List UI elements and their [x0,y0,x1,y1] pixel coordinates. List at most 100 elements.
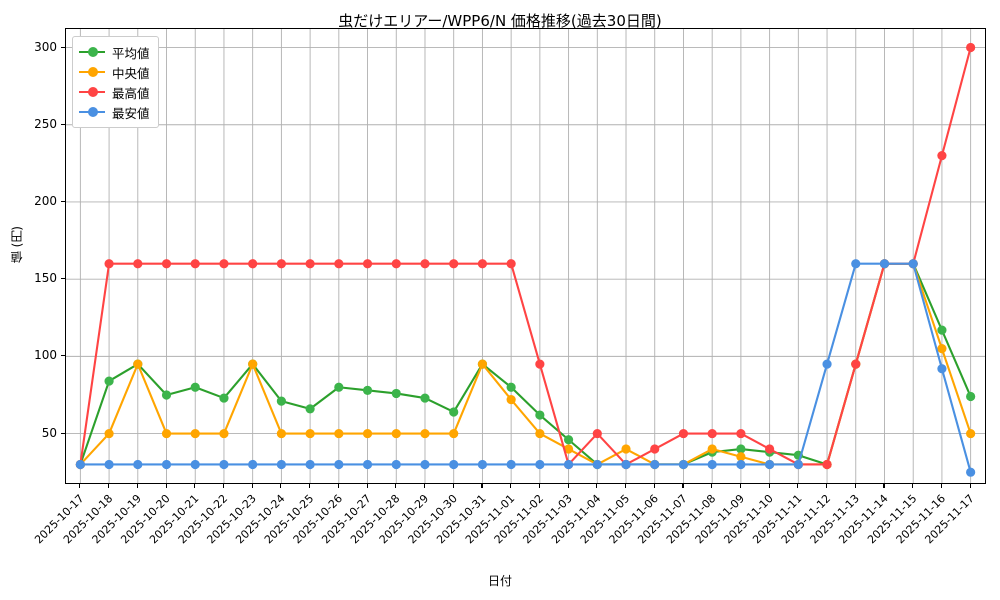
data-point [535,428,545,439]
series-3 [75,259,976,477]
legend[interactable]: 平均値中央値最高値最安値 [72,36,159,128]
y-tick-mark [61,355,65,357]
data-point [334,459,344,470]
data-point [276,396,286,406]
data-point [104,428,114,439]
data-point [248,459,258,470]
data-point [161,428,172,439]
data-point [563,444,574,454]
data-point [276,428,286,439]
y-axis-ticks: 50 100 150 200 250 300 [0,0,65,600]
y-tick-mark [61,200,65,203]
x-axis-label: 日付 [487,574,512,588]
data-point [75,459,85,470]
x-tick-mark [337,484,339,488]
data-point [133,459,143,470]
legend-label: 最高値 [112,85,150,101]
data-point [420,259,430,269]
data-point [966,391,976,402]
y-tick-label: 250 [34,116,57,131]
y-tick-label: 150 [34,271,57,286]
data-point [104,376,114,386]
data-point [563,459,574,470]
legend-item-1[interactable]: 中央値 [79,62,150,82]
data-point [391,428,401,439]
data-point [449,459,459,470]
data-point [937,151,947,161]
data-point [334,259,344,269]
y-tick-label: 200 [34,193,57,208]
data-point [248,259,258,269]
series-1 [75,259,976,470]
data-point [305,259,315,269]
x-tick-mark [366,484,368,488]
data-point [219,459,229,470]
data-point [707,444,717,454]
data-point [506,395,516,405]
data-point [937,364,947,374]
data-point [362,428,373,439]
legend-line-swatch [79,47,105,57]
legend-label: 平均値 [112,45,150,61]
x-tick-mark [165,484,167,488]
data-point [736,452,746,462]
data-point [477,259,488,269]
legend-marker-icon [88,67,98,77]
x-tick-mark [883,484,885,488]
x-tick-mark [653,484,655,488]
x-tick-mark [797,484,799,488]
data-point [592,428,602,439]
x-tick-mark [826,484,828,488]
data-point [133,359,143,369]
legend-item-2[interactable]: 最高値 [79,82,150,102]
legend-label: 最安値 [112,105,150,121]
legend-line-swatch [79,67,105,77]
data-point [535,410,545,420]
data-point [276,259,286,269]
x-tick-mark [596,484,598,488]
data-point [822,359,832,369]
data-point [449,259,459,269]
data-point [219,428,229,439]
data-point [736,428,746,439]
data-point [362,385,373,395]
x-tick-mark [739,484,741,488]
data-point [190,259,200,269]
data-point [391,388,401,399]
plot-area [65,28,986,484]
legend-label: 中央値 [112,65,150,81]
data-point [707,459,717,470]
data-point [621,444,631,454]
data-point [966,428,976,439]
data-point [420,459,430,470]
data-point [305,428,315,439]
data-point [104,459,114,470]
x-tick-mark [452,484,454,488]
data-point [851,259,861,269]
data-point [879,259,890,269]
x-tick-mark [969,484,971,488]
x-tick-mark [309,484,311,488]
data-point [678,428,689,439]
x-tick-mark [768,484,770,488]
data-point [822,459,832,470]
legend-item-3[interactable]: 最安値 [79,102,150,122]
data-point [161,459,172,470]
data-point [362,259,373,269]
series-line [79,262,972,466]
data-point [334,382,344,392]
x-tick-mark [940,484,943,488]
data-point [563,435,574,445]
y-tick-mark [61,278,65,280]
x-tick-mark [510,484,512,488]
data-point [966,467,976,477]
data-point [362,459,373,470]
data-point [219,259,229,269]
x-tick-mark [423,484,426,488]
data-point [190,459,200,470]
data-point [506,459,516,470]
y-tick-mark [61,46,65,48]
data-point [248,359,258,369]
legend-item-0[interactable]: 平均値 [79,42,150,62]
